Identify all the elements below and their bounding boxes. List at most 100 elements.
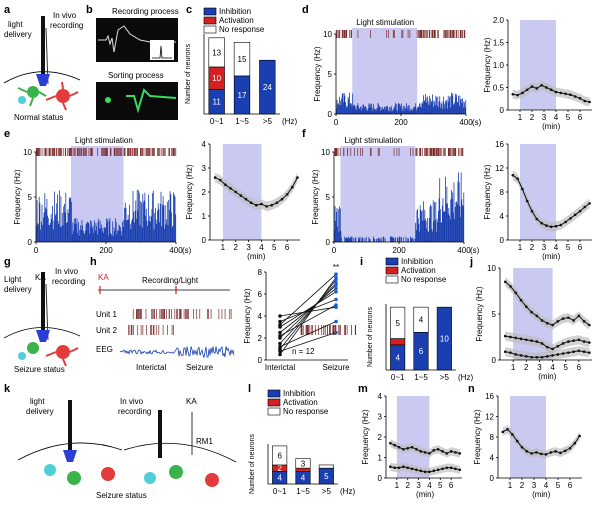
histogram-bar — [117, 230, 118, 242]
histogram-bar — [345, 102, 346, 114]
histogram-bar — [443, 103, 445, 114]
neuron-green-a-dendrites — [17, 87, 47, 107]
x-tick-label: 4 — [554, 243, 559, 252]
histogram-bar — [391, 237, 393, 242]
category-label: 1~5 — [235, 117, 249, 126]
histogram-bar — [145, 215, 146, 242]
data-point — [265, 205, 268, 208]
histogram-bar — [429, 104, 431, 114]
histogram-bar — [358, 236, 360, 242]
histogram-bar — [421, 102, 423, 114]
data-point — [428, 452, 431, 455]
histogram-bar — [355, 106, 357, 114]
x-tick-label: 1 — [518, 243, 523, 252]
data-point — [549, 225, 553, 229]
histogram-bar — [412, 109, 414, 114]
data-point — [545, 224, 548, 227]
histogram-bar — [127, 214, 129, 242]
histogram-bar — [85, 230, 86, 242]
optic-fiber-a — [41, 16, 45, 74]
seizure-point — [334, 283, 338, 288]
histogram-bar — [341, 237, 342, 242]
histogram-bar — [439, 209, 441, 242]
histogram-bar — [348, 238, 350, 242]
histogram-bar — [117, 230, 119, 242]
histogram-bar — [447, 108, 448, 114]
histogram-bar — [349, 92, 350, 114]
data-point — [556, 344, 560, 348]
y-tick-label: 10 — [23, 148, 32, 157]
neuron-red-a — [56, 89, 70, 103]
histogram-bar — [40, 221, 42, 242]
histogram-bar — [441, 108, 443, 114]
unit-label: (Hz) — [340, 487, 355, 496]
pair-line — [279, 279, 337, 350]
data-point — [501, 430, 505, 434]
seizure-point — [334, 330, 338, 335]
histogram-bar — [390, 111, 392, 114]
histogram-bar — [463, 192, 465, 242]
data-point — [458, 452, 462, 455]
histogram-bar — [415, 110, 417, 114]
histogram-bar — [77, 232, 79, 242]
data-point — [525, 199, 529, 203]
bar-1~5-no-response — [413, 306, 429, 333]
interictal-point — [278, 349, 282, 354]
histogram-bar — [347, 237, 348, 242]
histogram-bar — [121, 235, 123, 242]
data-point — [254, 203, 258, 207]
histogram-bar — [384, 106, 385, 114]
histogram-bar — [449, 96, 451, 114]
histogram-bar — [422, 103, 424, 114]
histogram-bar — [66, 222, 68, 242]
data-point — [441, 450, 444, 453]
data-point — [432, 449, 436, 452]
data-point — [275, 201, 279, 205]
sorting-cluster — [105, 97, 111, 103]
histogram-bar — [379, 106, 381, 114]
interictal-point — [278, 323, 282, 327]
data-point — [410, 445, 414, 449]
x-tick-label: 2 — [530, 243, 535, 252]
histogram-bar — [405, 236, 407, 242]
histogram-bar — [447, 95, 449, 114]
histogram-bar — [361, 237, 363, 242]
data-point — [530, 310, 533, 314]
light-cone-a — [36, 74, 50, 86]
histogram-bar — [398, 102, 400, 114]
histogram-bar — [399, 237, 401, 242]
normal-status-label: Normal status — [14, 113, 63, 122]
histogram-bar — [173, 194, 175, 242]
histogram-bar — [387, 107, 389, 114]
legend-entry: No response — [219, 25, 265, 34]
histogram-bar — [402, 108, 404, 114]
histogram-bar — [128, 219, 130, 242]
y-tick-label: 6 — [258, 290, 263, 299]
histogram-bar — [428, 95, 430, 114]
histogram-bar — [410, 109, 411, 114]
histogram-bar — [445, 203, 447, 242]
light-stimulation-window — [340, 146, 416, 242]
histogram-bar — [452, 93, 454, 114]
x-tick-label: 5 — [566, 113, 571, 122]
y-axis-label: Frequency (Hz) — [313, 46, 322, 101]
ka-label-h: KA — [98, 273, 109, 282]
histogram-bar — [127, 219, 128, 242]
histogram-bar — [447, 203, 448, 242]
x-axis-label: (s) — [472, 118, 482, 127]
histogram-bar — [346, 237, 348, 242]
x-tick-label: 200 — [394, 118, 408, 127]
y-tick-label: 12 — [485, 413, 494, 422]
histogram-bar — [427, 96, 428, 114]
pair-line — [279, 277, 337, 355]
chart-f: Light stimulation 0 5 10 0 200 400 (s) Frequency… — [311, 136, 480, 255]
histogram-bar — [337, 104, 339, 114]
data-point — [561, 352, 565, 355]
histogram-bar — [390, 236, 392, 242]
sorting-waveform — [126, 88, 177, 114]
histogram-bar — [334, 206, 336, 242]
histogram-bar — [102, 227, 104, 242]
data-point — [567, 340, 570, 343]
histogram-bar — [458, 172, 459, 242]
histogram-bar — [446, 99, 448, 114]
